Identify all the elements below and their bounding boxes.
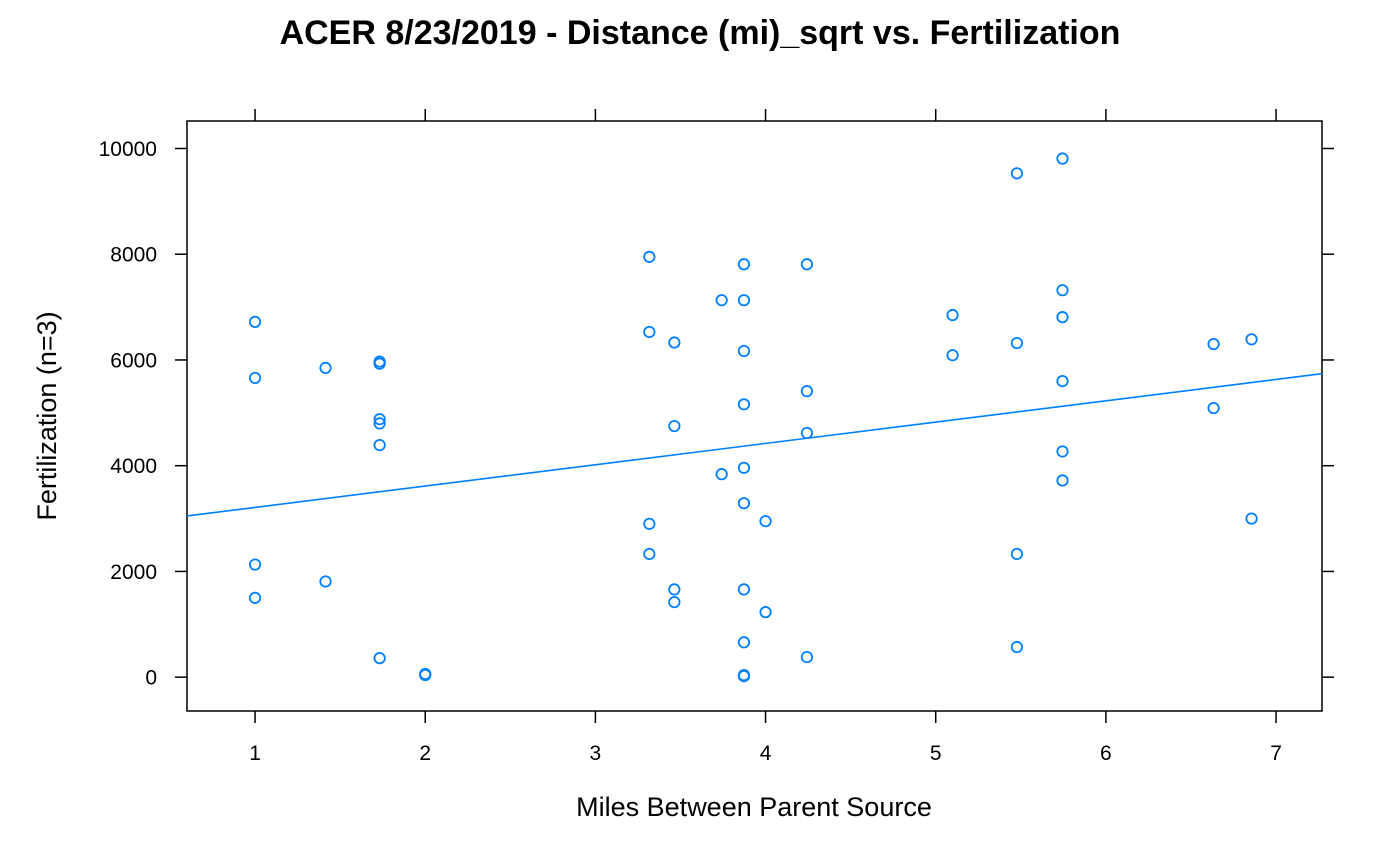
chart-title: ACER 8/23/2019 - Distance (mi)_sqrt vs. … — [280, 14, 1121, 52]
x-tick-label: 3 — [590, 742, 602, 765]
y-tick-label: 8000 — [110, 244, 157, 267]
data-point — [373, 652, 386, 665]
x-tick-label: 2 — [419, 742, 431, 765]
data-point — [373, 357, 386, 370]
data-point — [800, 426, 814, 440]
data-point — [1207, 401, 1220, 415]
data-point — [668, 336, 681, 349]
y-tick-label: 6000 — [110, 349, 157, 372]
data-point — [373, 413, 386, 426]
data-point — [1056, 375, 1069, 388]
plot-frame — [186, 120, 1323, 712]
data-point — [1245, 512, 1258, 525]
x-axis: 1 2 3 4 5 6 7 — [249, 109, 1282, 765]
data-point — [737, 583, 751, 596]
data-point — [1056, 445, 1069, 458]
x-tick-label: 4 — [760, 742, 772, 765]
data-point — [1056, 474, 1069, 487]
y-tick-label: 10000 — [99, 138, 157, 161]
data-point — [1010, 640, 1023, 654]
data-point — [319, 575, 332, 588]
data-point — [800, 385, 814, 398]
data-point — [1056, 152, 1069, 165]
data-points — [248, 152, 1258, 683]
x-tick-label: 1 — [249, 742, 261, 765]
data-point — [800, 650, 814, 664]
data-point — [737, 636, 751, 649]
data-point — [668, 419, 681, 433]
data-point — [800, 258, 814, 271]
data-point — [737, 398, 751, 411]
x-axis-label: Miles Between Parent Source — [576, 792, 932, 822]
data-point — [737, 344, 751, 358]
data-point — [248, 371, 262, 385]
data-point — [946, 308, 959, 322]
data-point — [373, 417, 386, 430]
data-point — [1010, 547, 1023, 561]
data-point — [643, 325, 656, 339]
data-point — [737, 461, 751, 474]
data-point — [643, 517, 656, 530]
y-tick-label: 4000 — [110, 455, 157, 478]
data-point — [946, 349, 959, 362]
data-point — [1207, 338, 1220, 351]
data-point — [737, 497, 751, 510]
y-axis-label: Fertilization (n=3) — [32, 311, 62, 520]
data-point — [1010, 167, 1023, 180]
data-point — [248, 591, 262, 604]
data-point — [759, 515, 772, 528]
data-point — [419, 668, 432, 682]
data-point — [1245, 333, 1258, 346]
data-point — [737, 258, 751, 271]
y-tick-label: 0 — [145, 667, 157, 690]
data-point — [248, 558, 262, 571]
data-point — [668, 595, 681, 609]
data-point — [248, 315, 262, 328]
y-tick-label: 2000 — [110, 561, 157, 584]
data-point — [1010, 336, 1023, 350]
data-point — [668, 583, 681, 596]
data-point — [737, 670, 751, 683]
data-point — [715, 294, 728, 307]
x-tick-label: 7 — [1270, 742, 1282, 765]
x-tick-label: 5 — [930, 742, 942, 765]
data-point — [373, 438, 386, 452]
data-point — [643, 547, 656, 561]
data-point — [643, 250, 656, 263]
data-point — [715, 468, 728, 481]
y-axis: 0 2000 4000 6000 8000 10000 — [99, 138, 1334, 690]
data-point — [759, 606, 772, 619]
regression-line — [186, 372, 1323, 517]
data-point — [1056, 284, 1069, 297]
data-point — [737, 294, 751, 307]
data-point — [1056, 311, 1069, 324]
data-point — [319, 361, 332, 374]
x-tick-label: 6 — [1100, 742, 1112, 765]
